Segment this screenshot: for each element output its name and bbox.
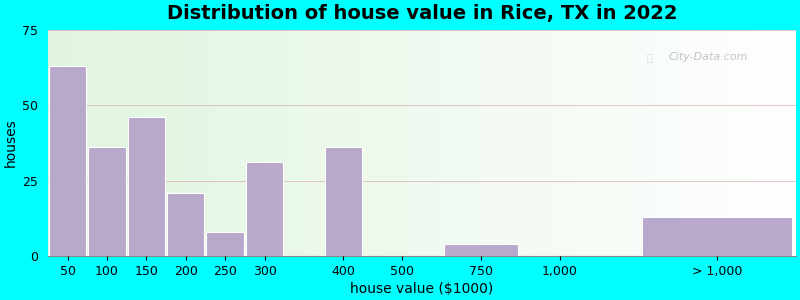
- Text: City-Data.com: City-Data.com: [669, 52, 748, 62]
- Bar: [167, 193, 205, 256]
- Bar: [128, 117, 165, 256]
- Title: Distribution of house value in Rice, TX in 2022: Distribution of house value in Rice, TX …: [166, 4, 677, 23]
- Bar: [49, 66, 86, 256]
- Bar: [246, 163, 283, 256]
- Bar: [206, 232, 244, 256]
- Y-axis label: houses: houses: [4, 118, 18, 167]
- Bar: [88, 148, 126, 256]
- Bar: [642, 217, 792, 256]
- Bar: [443, 244, 518, 256]
- X-axis label: house value ($1000): house value ($1000): [350, 282, 494, 296]
- Text: 🔵: 🔵: [646, 52, 652, 62]
- Bar: [325, 148, 362, 256]
